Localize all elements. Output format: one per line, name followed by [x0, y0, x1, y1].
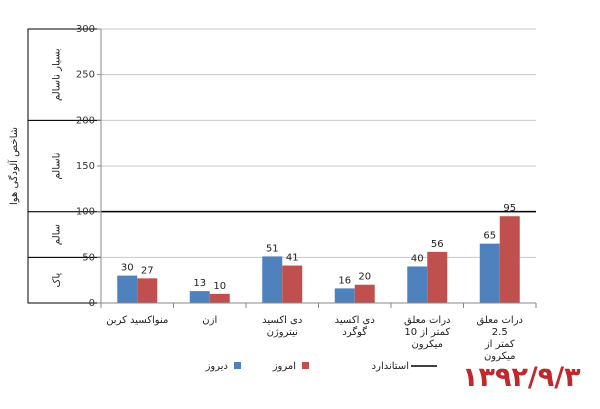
band-label: پاک: [52, 273, 63, 288]
y-axis-title: شاخص آلودگی هوا: [7, 127, 20, 205]
category-label: ازن: [202, 315, 217, 326]
data-label: 65: [483, 231, 496, 242]
legend-swatch: [234, 362, 241, 369]
data-label: 27: [141, 265, 154, 276]
category-label: میکرون: [484, 351, 516, 362]
category-label: منواکسید کربن: [106, 315, 168, 326]
bar: [282, 265, 303, 303]
y-tick-label: 100: [76, 207, 95, 218]
legend-label: امروز: [272, 361, 296, 372]
bar: [407, 266, 428, 303]
grid-lines: [101, 28, 536, 258]
y-tick-label: 0: [89, 298, 95, 309]
legend-swatch: [302, 362, 309, 369]
legend: دیروز امروز استاندارد: [205, 361, 437, 372]
axes: [100, 29, 537, 308]
bar: [117, 275, 138, 303]
data-label: 40: [411, 253, 424, 264]
bar: [354, 284, 375, 303]
legend-label: دیروز: [205, 361, 228, 372]
y-tick-label: 150: [76, 161, 95, 172]
bar: [427, 251, 448, 303]
category-label: دی اکسید: [262, 315, 302, 326]
bar: [209, 293, 230, 303]
band-box: [27, 211, 102, 258]
category-label: 10 کمتر از: [404, 327, 450, 338]
bar: [334, 288, 355, 303]
y-tick-label: 200: [76, 115, 95, 126]
data-label: 51: [266, 243, 279, 254]
data-label: 30: [121, 263, 134, 274]
data-label: 56: [431, 239, 444, 250]
date-stamp: ۱۳۹۲/۹/۳: [462, 362, 581, 393]
legend-label: استاندارد: [372, 361, 409, 372]
bar: [479, 243, 500, 303]
data-label: 95: [503, 203, 516, 214]
category-label: درات معلق: [404, 315, 450, 326]
bar: [189, 291, 210, 303]
y-tick-label: 250: [76, 70, 95, 81]
data-label: 16: [338, 275, 351, 286]
data-label: 20: [358, 272, 371, 283]
band-label: ناسالم: [52, 153, 63, 180]
data-label: 10: [213, 281, 226, 292]
y-axis-ticks: 0 50 100 150 200 250 300: [76, 24, 101, 309]
quality-bands: پاک سالم ناسالم بسیار ناسالم: [27, 28, 102, 304]
data-label: 41: [286, 253, 299, 264]
data-label: 13: [193, 278, 206, 289]
category-label: 2.5: [492, 327, 508, 338]
bar-series: 30 13 51 16 40 65 27 10 41 20 56 95: [117, 203, 520, 303]
y-tick-label: 300: [76, 24, 95, 35]
band-label: بسیار ناسالم: [52, 48, 63, 101]
category-label: درات معلق: [477, 315, 523, 326]
category-label: نیتروژن: [267, 327, 298, 338]
category-label: میکرون: [411, 339, 443, 350]
band-label: سالم: [52, 224, 63, 245]
y-tick-label: 50: [82, 252, 95, 263]
category-label: گوگرد: [342, 326, 367, 338]
band-box: [27, 256, 102, 304]
band-box: [27, 119, 102, 213]
bar: [499, 216, 520, 303]
category-label: دی اکسید: [335, 315, 375, 326]
category-label: کمتر از: [484, 339, 515, 350]
bar: [137, 278, 158, 303]
bar: [262, 256, 283, 303]
